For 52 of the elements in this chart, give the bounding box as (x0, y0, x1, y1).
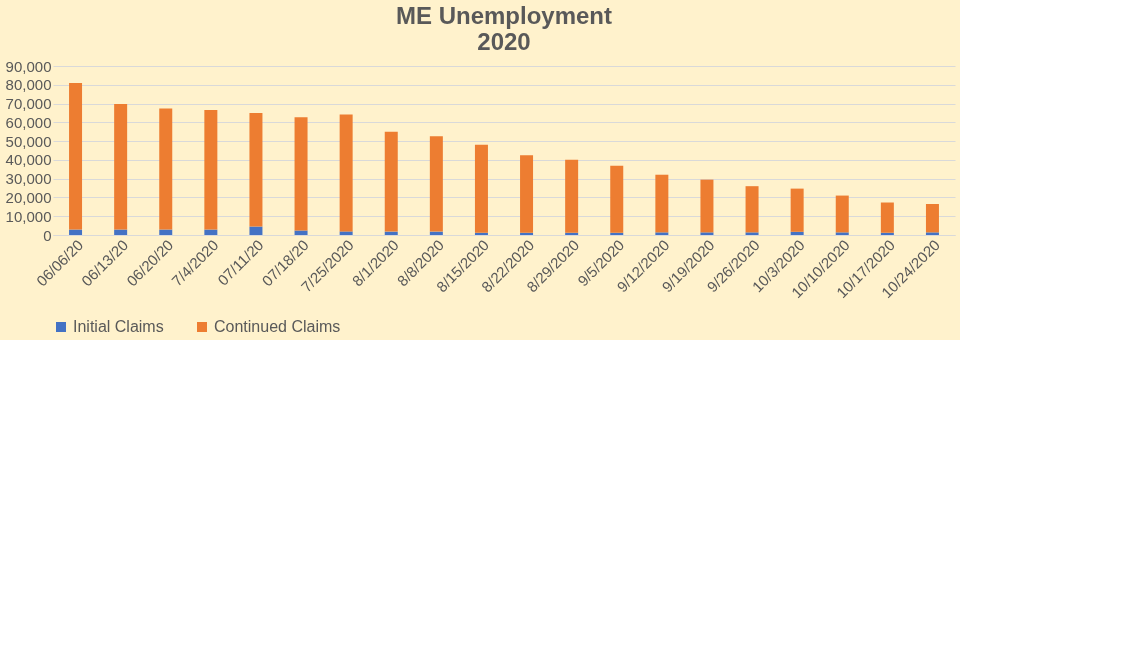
bar (339, 114, 353, 232)
bar (790, 231, 804, 235)
bar (474, 232, 488, 235)
bar (700, 179, 714, 233)
bar (204, 109, 218, 230)
bar (610, 165, 624, 233)
bar (114, 229, 128, 235)
bar (610, 232, 624, 235)
bar (69, 229, 83, 235)
bar (474, 144, 488, 233)
bar (520, 232, 534, 235)
bar (384, 131, 398, 232)
legend-label: Initial Claims (73, 318, 164, 335)
bar (69, 82, 83, 230)
bar (835, 195, 849, 233)
y-tick-label: 30,000 (5, 170, 52, 188)
bar (249, 112, 263, 227)
y-tick-label: 10,000 (5, 207, 52, 225)
y-tick-label: 70,000 (5, 95, 52, 113)
bar (655, 174, 669, 233)
bar (204, 229, 218, 235)
bar (880, 202, 894, 233)
y-tick-label: 40,000 (5, 151, 52, 169)
legend-label: Continued Claims (214, 318, 341, 335)
y-tick-label: 20,000 (5, 188, 52, 206)
bar (429, 136, 443, 232)
bar (520, 155, 534, 233)
bar (700, 232, 714, 235)
y-tick-label: 60,000 (5, 113, 52, 131)
bar (925, 232, 939, 235)
y-tick-label: 90,000 (5, 57, 52, 75)
bar (159, 229, 173, 235)
bar (565, 159, 579, 233)
bar (249, 226, 263, 235)
bar (925, 204, 939, 233)
bar (294, 117, 308, 231)
bar (835, 232, 849, 235)
text: ME Unemployment (395, 2, 613, 29)
bar (745, 232, 759, 235)
bar (745, 186, 759, 233)
bar (880, 232, 894, 235)
bar (159, 108, 173, 230)
y-tick-label: 80,000 (5, 76, 52, 94)
bar (565, 232, 579, 235)
bar (339, 231, 353, 235)
bar (655, 232, 669, 235)
bar (294, 230, 308, 235)
bar (790, 188, 804, 232)
y-tick-label: 0 (43, 226, 52, 244)
text: 2020 (477, 28, 531, 55)
bar (114, 103, 128, 230)
y-tick-label: 50,000 (5, 132, 52, 150)
